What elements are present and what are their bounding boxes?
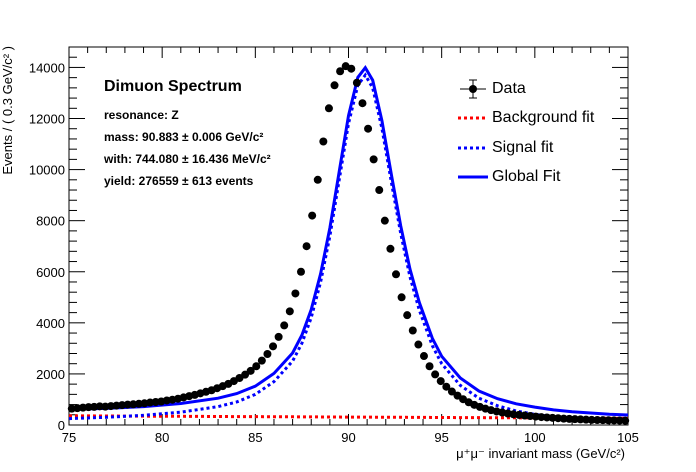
- stats-resonance: resonance: Z: [104, 108, 179, 122]
- data-point: [425, 362, 434, 371]
- global-fit-curve: [68, 65, 629, 417]
- x-tick-label: 100: [524, 430, 546, 445]
- data-point: [296, 267, 305, 276]
- data-point: [358, 99, 367, 108]
- x-tick-label: 105: [617, 430, 639, 445]
- data-point: [414, 340, 423, 349]
- y-tick-label: 12000: [29, 112, 65, 127]
- data-point: [252, 362, 261, 371]
- stats-box: Dimuon Spectrum resonance: Z mass: 90.88…: [104, 78, 271, 192]
- data-point: [610, 416, 619, 425]
- x-tick-label: 85: [248, 430, 262, 445]
- x-tick-label: 80: [155, 430, 169, 445]
- y-tick-label: 8000: [36, 214, 65, 229]
- data-point: [447, 387, 456, 396]
- data-point: [604, 416, 613, 425]
- data-point: [291, 289, 300, 298]
- data-point: [397, 293, 406, 302]
- y-tick-label: 4000: [36, 316, 65, 331]
- stats-mass: mass: 90.883 ± 0.006 GeV/c²: [104, 130, 264, 144]
- y-tick-label: 6000: [36, 265, 65, 280]
- data-point: [324, 104, 333, 113]
- axes-frame: 75 80 85 90 95 100 105020004000600080001000012…: [29, 46, 639, 445]
- legend-entry-background: Background fit: [458, 104, 594, 134]
- y-tick-label: 10000: [29, 163, 65, 178]
- data-point: [302, 242, 311, 251]
- signal-fit-curve: [68, 72, 629, 424]
- legend-entry-data: Data: [458, 74, 594, 104]
- data-point: [615, 416, 624, 425]
- data-point: [403, 311, 412, 320]
- data-point: [257, 356, 266, 365]
- data-point: [246, 366, 255, 375]
- stats-width: with: 744.080 ± 16.436 MeV/c²: [104, 152, 271, 166]
- data-point: [241, 370, 250, 379]
- data-point: [598, 416, 607, 425]
- data-point: [308, 211, 317, 220]
- data-point: [352, 78, 361, 87]
- data-point: [347, 64, 356, 73]
- x-tick-label: 90: [341, 430, 355, 445]
- data-point: [587, 415, 596, 424]
- data-point: [621, 416, 630, 425]
- y-tick-label: 14000: [29, 60, 65, 75]
- data-point: [408, 326, 417, 335]
- data-point: [274, 332, 283, 341]
- x-tick-label: 75: [62, 430, 76, 445]
- legend-label-data: Data: [492, 79, 526, 97]
- x-axis-label: μ⁺μ⁻ invariant mass (GeV/c²): [456, 446, 625, 461]
- legend: Data Background fit Signal fit Global Fi…: [458, 74, 594, 192]
- y-axis-label: Events / ( 0.3 GeV/c² ): [0, 46, 15, 175]
- data-point: [269, 342, 278, 351]
- legend-entry-global: Global Fit: [458, 163, 594, 193]
- data-point: [369, 155, 378, 164]
- global-fit-layer: [68, 65, 629, 417]
- data-point: [285, 307, 294, 316]
- data-point: [330, 81, 339, 90]
- data-point: [431, 370, 440, 379]
- stats-title: Dimuon Spectrum: [104, 78, 242, 95]
- data-marker-icon: [458, 79, 488, 99]
- x-tick-label: 95: [434, 430, 448, 445]
- data-point: [375, 186, 384, 195]
- legend-label-global: Global Fit: [492, 168, 561, 186]
- signal-fit-layer: [68, 72, 629, 424]
- data-point: [263, 349, 272, 358]
- data-points-layer: [67, 62, 630, 425]
- data-point: [392, 270, 401, 279]
- legend-entry-signal: Signal fit: [458, 133, 594, 163]
- data-point: [386, 244, 395, 253]
- dotted-red-line-icon: [458, 108, 488, 128]
- solid-blue-line-icon: [458, 167, 488, 187]
- legend-label-background: Background fit: [492, 109, 595, 127]
- data-point: [442, 382, 451, 391]
- data-point: [419, 352, 428, 361]
- data-point: [593, 416, 602, 425]
- data-point: [280, 321, 289, 330]
- data-point: [313, 175, 322, 184]
- dotted-blue-line-icon: [458, 138, 488, 158]
- y-tick-label: 2000: [36, 367, 65, 382]
- data-point: [319, 137, 328, 146]
- data-point: [380, 216, 389, 225]
- legend-label-signal: Signal fit: [492, 138, 554, 156]
- y-tick-label: 0: [58, 418, 65, 433]
- data-point: [364, 124, 373, 133]
- stats-yield: yield: 276559 ± 613 events: [104, 174, 254, 188]
- data-point: [436, 377, 445, 386]
- data-point: [336, 67, 345, 76]
